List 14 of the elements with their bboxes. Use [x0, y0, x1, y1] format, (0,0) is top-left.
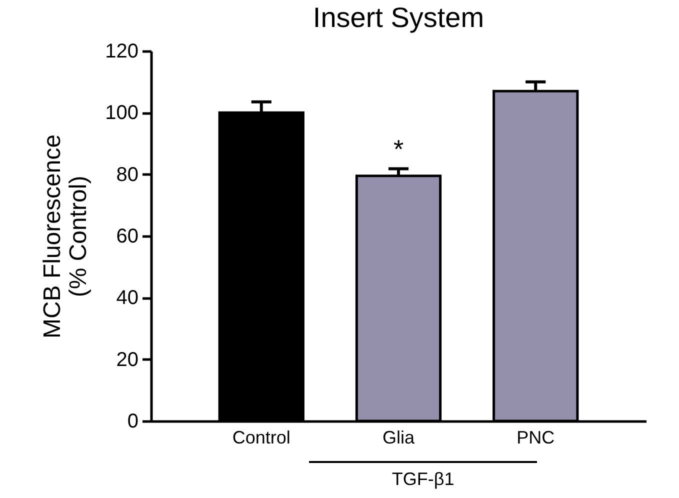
- x-tick-label: Glia: [382, 428, 416, 448]
- y-tick-label: 20: [116, 348, 138, 371]
- x-tick-label: Control: [232, 428, 290, 448]
- x-tick-label: PNC: [516, 428, 555, 448]
- y-tick-label: 120: [105, 40, 138, 62]
- y-axis-title: MCB Fluorescence (% Control): [39, 134, 92, 339]
- y-tick-label: 60: [116, 226, 138, 248]
- y-tick-label: 40: [116, 287, 138, 310]
- annotation: *: [393, 134, 404, 164]
- y-tick-label: 0: [127, 410, 138, 432]
- y-tick-label: 100: [105, 102, 138, 124]
- text: TGF-β1: [390, 469, 456, 490]
- chart-title: Insert System: [312, 2, 484, 33]
- y-tick-label: 80: [116, 164, 138, 186]
